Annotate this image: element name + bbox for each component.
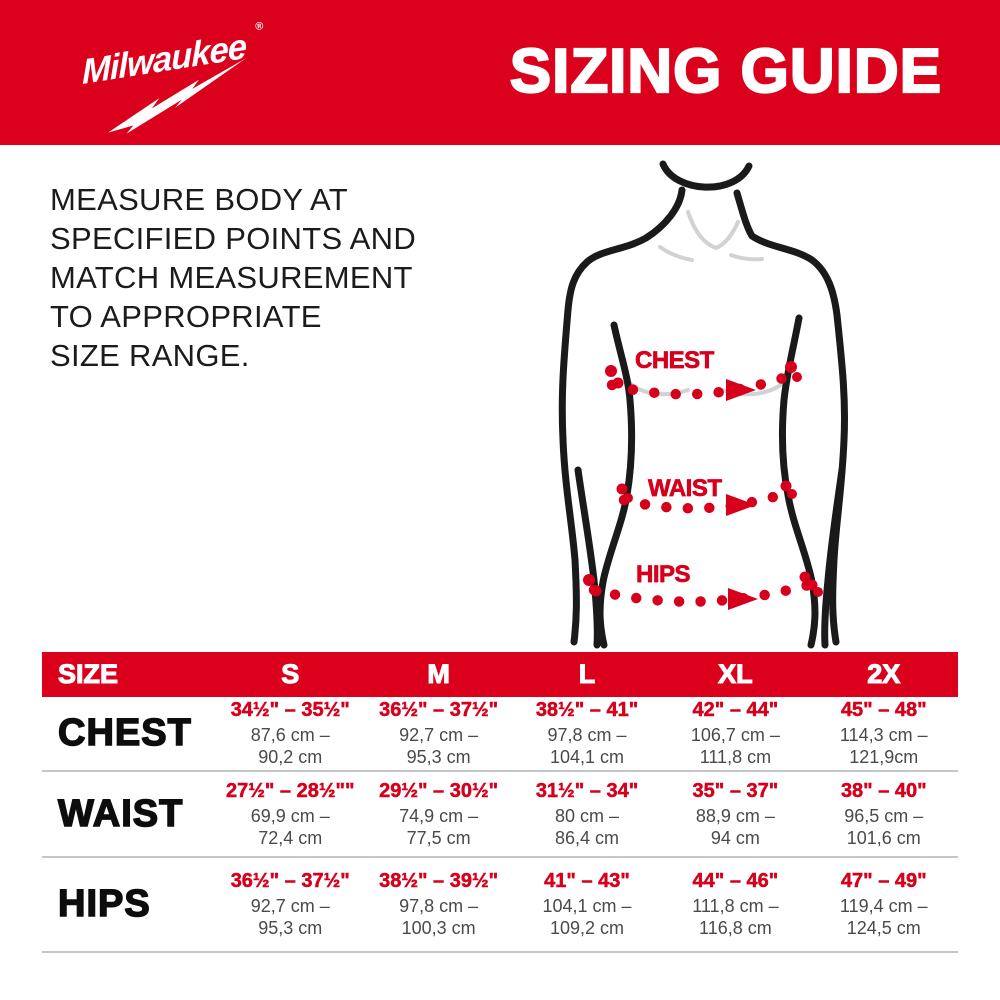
cm-range: 97,8 cm –: [399, 896, 479, 916]
inches-range: 38½" – 39½": [379, 870, 499, 893]
sizing-table: SIZE S M L XL 2X CHEST 34½" – 35½" 87,6 …: [42, 652, 958, 953]
cm-range: 119,4 cm –: [839, 896, 928, 916]
header-cell-l: L: [578, 658, 596, 689]
cm-range: 104,1 cm: [549, 747, 625, 767]
inches-range: 42" – 44": [692, 699, 779, 722]
cm-range: 77,5 cm: [406, 827, 471, 848]
cm-range: 92,7 cm –: [250, 896, 330, 916]
table-row-chest: CHEST 34½" – 35½" 87,6 cm – 90,2 cm 36½"…: [42, 697, 958, 772]
header-cell-s: S: [281, 658, 300, 689]
cm-range: 72,4 cm: [258, 827, 323, 848]
waist-l-cell: 31½" – 34" 80 cm – 86,4 cm: [513, 779, 661, 849]
cm-range: 74,9 cm –: [399, 805, 479, 826]
chest-s-cell: 34½" – 35½" 87,6 cm – 90,2 cm: [216, 699, 364, 768]
inches-range: 34½" – 35½": [230, 699, 350, 722]
cm-range: 111,8 cm –: [692, 896, 779, 916]
cm-range: 69,9 cm –: [250, 805, 330, 826]
inches-range: 38½" – 41": [535, 699, 639, 722]
figure-chest-label: CHEST: [635, 347, 715, 374]
chest-l-cell: 38½" – 41" 97,8 cm – 104,1 cm: [513, 699, 661, 768]
cm-range: 116,8 cm: [699, 918, 772, 938]
header-cell-m: M: [427, 658, 451, 689]
header-cell-xl: XL: [718, 658, 754, 689]
cm-range: 92,7 cm –: [399, 725, 479, 745]
hips-xl-cell: 44" – 46" 111,8 cm – 116,8 cm: [661, 870, 809, 939]
figure-waist-label: WAIST: [648, 475, 722, 502]
cm-range: 87,6 cm –: [250, 725, 330, 745]
cm-range: 111,8 cm: [699, 747, 772, 767]
header-bar: Milwaukee ® SIZING GUIDE: [0, 0, 1000, 145]
hips-m-cell: 38½" – 39½" 97,8 cm – 100,3 cm: [364, 870, 512, 939]
cm-range: 95,3 cm: [406, 747, 471, 767]
chest-m-cell: 36½" – 37½" 92,7 cm – 95,3 cm: [364, 699, 512, 768]
inches-range: 29½" – 30½": [379, 779, 499, 802]
lightning-bolt-icon: [108, 58, 247, 134]
registered-mark: ®: [254, 20, 264, 33]
cm-range: 94 cm: [710, 827, 760, 848]
cm-range: 109,2 cm: [549, 918, 625, 938]
inches-range: 38" – 40": [840, 779, 927, 802]
inches-range: 47" – 49": [840, 870, 927, 893]
hips-s-cell: 36½" – 37½" 92,7 cm – 95,3 cm: [216, 870, 364, 939]
inches-range: 45" – 48": [840, 699, 927, 722]
cm-range: 124,5 cm: [846, 918, 921, 938]
inches-range: 27½" – 28½"": [225, 779, 355, 802]
table-row-waist: WAIST 27½" – 28½"" 69,9 cm – 72,4 cm 29½…: [42, 772, 958, 858]
cm-range: 90,2 cm: [258, 747, 323, 767]
cm-range: 121,9cm: [849, 747, 919, 767]
waist-xl-cell: 35" – 37" 88,9 cm – 94 cm: [661, 779, 809, 849]
inches-range: 44" – 46": [692, 870, 779, 893]
cm-range: 80 cm –: [554, 805, 620, 826]
figure-hips-label: HIPS: [636, 561, 691, 588]
table-header-row: SIZE S M L XL 2X: [42, 652, 958, 697]
cm-range: 114,3 cm –: [839, 725, 928, 745]
table-row-hips: HIPS 36½" – 37½" 92,7 cm – 95,3 cm 38½" …: [42, 858, 958, 953]
row-label-chest: CHEST: [57, 711, 192, 755]
page-title: SIZING GUIDE: [509, 36, 942, 107]
header-cell-2x: 2X: [867, 658, 901, 689]
cm-range: 96,5 cm –: [844, 805, 924, 826]
hips-l-cell: 41" – 43" 104,1 cm – 109,2 cm: [513, 870, 661, 939]
cm-range: 100,3 cm: [401, 918, 476, 938]
milwaukee-logo: Milwaukee ®: [82, 20, 264, 134]
cm-range: 88,9 cm –: [695, 805, 775, 826]
cm-range: 97,8 cm –: [547, 725, 627, 745]
chest-measure-line: CHEST: [605, 347, 802, 401]
milwaukee-logo-text: Milwaukee: [82, 27, 247, 92]
cm-range: 104,1 cm –: [542, 896, 632, 916]
waist-2x-cell: 38" – 40" 96,5 cm – 101,6 cm: [810, 779, 958, 849]
inches-range: 31½" – 34": [535, 779, 639, 802]
cm-range: 95,3 cm: [258, 918, 323, 938]
cm-range: 101,6 cm: [846, 827, 921, 848]
row-label-waist: WAIST: [57, 792, 184, 836]
chest-2x-cell: 45" – 48" 114,3 cm – 121,9cm: [810, 699, 958, 768]
cm-range: 86,4 cm: [554, 827, 620, 848]
row-label-hips: HIPS: [57, 882, 151, 926]
chest-xl-cell: 42" – 44" 106,7 cm – 111,8 cm: [661, 699, 809, 768]
waist-measure-line: WAIST: [616, 475, 797, 516]
cm-range: 106,7 cm –: [690, 725, 780, 745]
inches-range: 35" – 37": [692, 779, 779, 802]
waist-m-cell: 29½" – 30½" 74,9 cm – 77,5 cm: [364, 779, 512, 849]
inches-range: 36½" – 37½": [230, 870, 350, 893]
waist-s-cell: 27½" – 28½"" 69,9 cm – 72,4 cm: [216, 779, 364, 849]
header-cell-size: SIZE: [57, 658, 119, 689]
hips-measure-line: HIPS: [583, 561, 823, 610]
inches-range: 41" – 43": [544, 870, 630, 893]
hips-2x-cell: 47" – 49" 119,4 cm – 124,5 cm: [810, 870, 958, 939]
inches-range: 36½" – 37½": [379, 699, 499, 722]
body-figure: CHEST WAIST HIPS: [558, 160, 849, 649]
intro-text: MEASURE BODY AT SPECIFIED POINTS AND MAT…: [50, 182, 417, 373]
